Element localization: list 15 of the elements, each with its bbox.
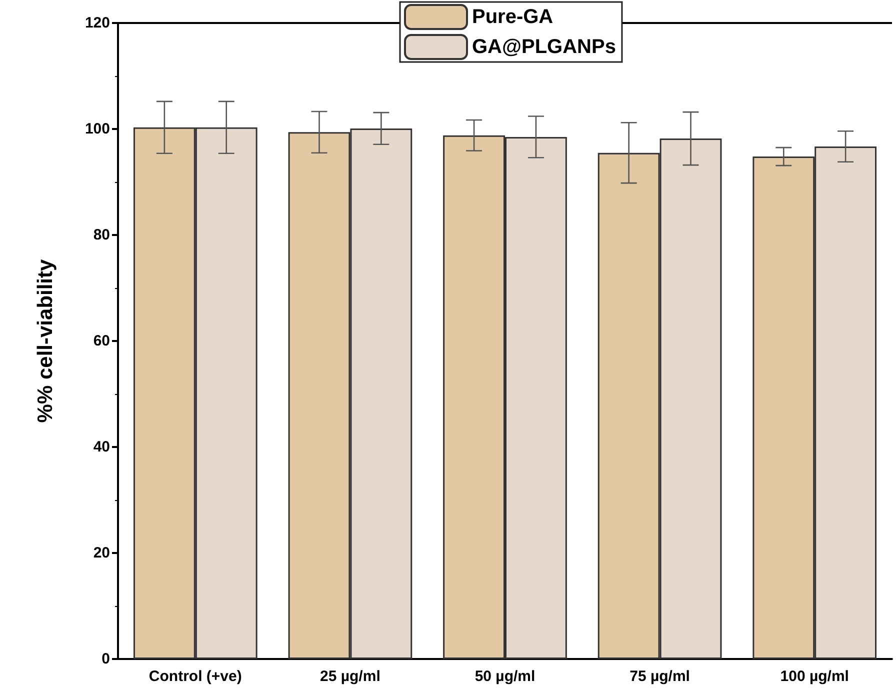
legend-label: Pure-GA — [472, 6, 554, 28]
y-tick-label: 60 — [93, 332, 110, 350]
x-tick-label: 50 µg/ml — [474, 668, 536, 685]
legend-label: GA@PLGANPs — [472, 36, 616, 58]
x-tick-label: 75 µg/ml — [630, 668, 690, 685]
x-tick-label: 100 µg/ml — [780, 668, 849, 685]
y-tick-label: 120 — [84, 14, 110, 32]
x-tick-label: 25 µg/ml — [320, 668, 380, 685]
y-tick-label: 20 — [93, 544, 110, 562]
y-tick-label: 0 — [102, 650, 110, 668]
x-tick-label: Control (+ve) — [148, 668, 242, 685]
y-tick-label: 100 — [84, 120, 110, 138]
y-tick-label: 80 — [93, 226, 110, 244]
y-tick-label: 40 — [93, 438, 110, 456]
y-axis-title: %% cell-viability — [34, 258, 57, 423]
